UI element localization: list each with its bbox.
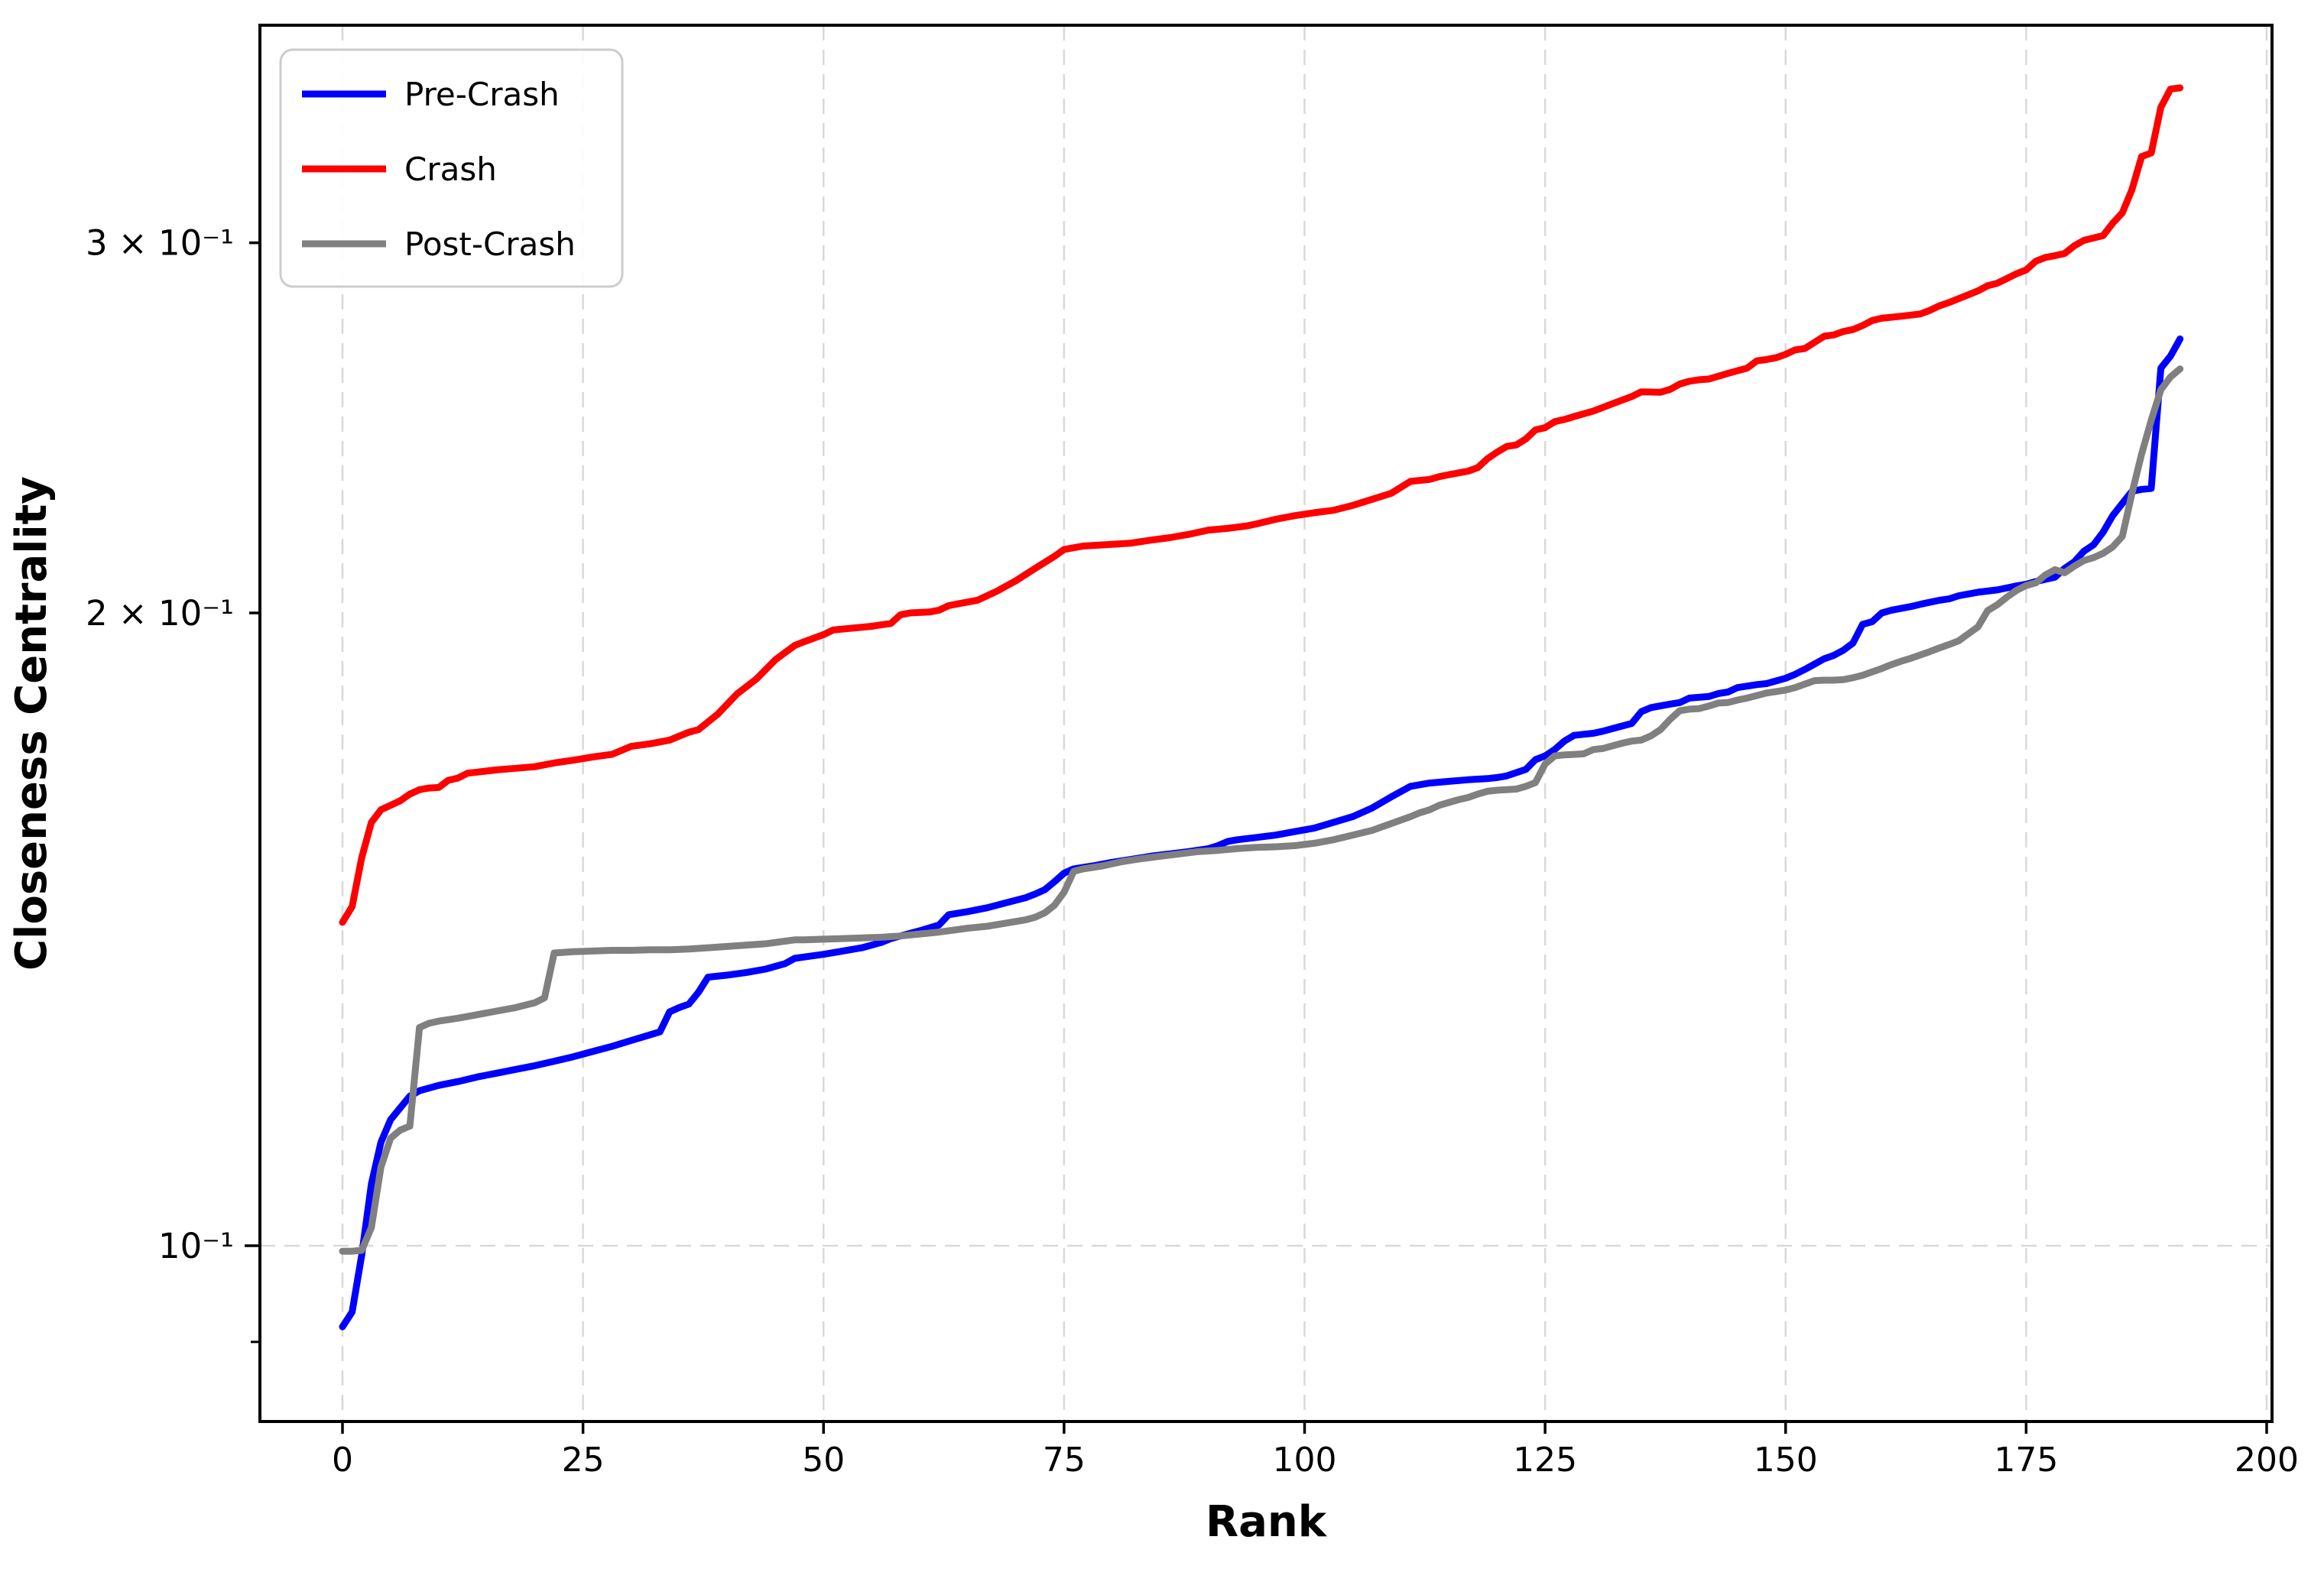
x-tick-label: 125 <box>1513 1441 1577 1480</box>
x-tick-label: 0 <box>332 1441 353 1480</box>
y-axis-label: Closeness Centrality <box>7 476 57 971</box>
x-axis-label: Rank <box>1206 1497 1328 1547</box>
x-tick-label: 100 <box>1273 1441 1337 1480</box>
legend-label-crash: Crash <box>404 151 497 188</box>
y-tick-label: 10⁻¹ <box>158 1226 234 1266</box>
legend-label-post-crash: Post-Crash <box>404 225 576 263</box>
x-tick-label: 75 <box>1043 1441 1086 1480</box>
legend-box <box>279 48 624 288</box>
x-tick-label: 200 <box>2235 1441 2299 1480</box>
x-tick-label: 150 <box>1754 1441 1818 1480</box>
series-line-crash <box>339 84 2184 926</box>
y-tick-label: 2 × 10⁻¹ <box>86 593 234 634</box>
y-tick-label: 3 × 10⁻¹ <box>86 223 234 264</box>
plot-border <box>258 24 2274 1423</box>
series-line-post-crash <box>339 365 2184 1255</box>
series-line-pre-crash <box>339 336 2184 1331</box>
x-tick-label: 50 <box>802 1441 845 1480</box>
x-tick-label: 25 <box>562 1441 605 1480</box>
x-tick-label: 175 <box>1994 1441 2058 1480</box>
legend-label-pre-crash: Pre-Crash <box>404 76 560 113</box>
